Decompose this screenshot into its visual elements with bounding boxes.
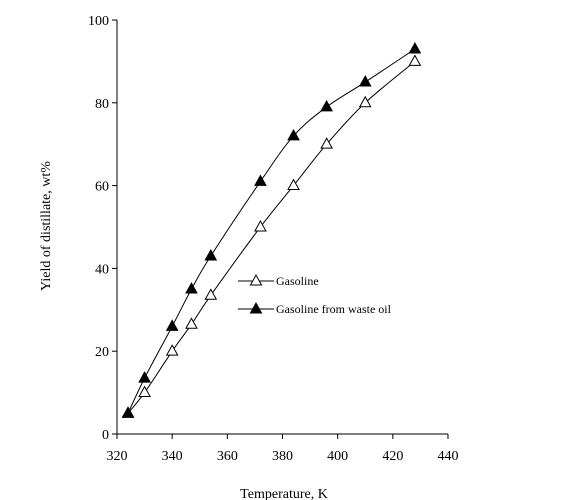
y-tick-label: 40 (95, 262, 109, 277)
markers (121, 42, 422, 418)
data-point-filled-triangle (358, 75, 372, 87)
data-point-open-triangle (287, 178, 300, 191)
legend-open-triangle-marker (249, 274, 263, 286)
data-point-filled-triangle (287, 128, 300, 141)
data-point-open-triangle (358, 95, 372, 108)
x-axis-label: Temperature, K (240, 487, 328, 500)
data-point-open-triangle (185, 317, 198, 329)
legend-label: Gasoline from waste oil (276, 302, 392, 316)
series-lines (127, 48, 416, 414)
data-point-filled-triangle (254, 174, 267, 186)
data-point-filled-triangle (138, 371, 151, 383)
x-tick-label: 400 (327, 449, 348, 464)
data-point-open-triangle (165, 344, 179, 356)
data-point-filled-triangle (408, 42, 422, 54)
data-point-filled-triangle (165, 319, 179, 331)
ticks: 0 20 40 60 80 100 320 340 360 380 400 420 440 (88, 14, 459, 464)
x-tick-label: 420 (382, 449, 403, 464)
legend-label: Gasoline (276, 274, 319, 288)
y-tick-label: 60 (95, 180, 109, 195)
x-tick-label: 340 (162, 449, 183, 464)
data-point-open-triangle (254, 220, 267, 232)
legend: Gasoline Gasoline from waste oil (238, 274, 392, 316)
y-axis-label: Yield of distillate, wt% (39, 161, 54, 291)
y-tick-label: 80 (95, 97, 109, 112)
x-tick-label: 320 (107, 449, 128, 464)
x-tick-label: 440 (438, 449, 459, 464)
data-point-filled-triangle (121, 406, 135, 418)
data-point-filled-triangle (185, 282, 198, 294)
y-tick-label: 100 (88, 14, 109, 29)
data-point-open-triangle (204, 288, 218, 300)
data-point-filled-triangle (204, 249, 218, 261)
series-line-gasoline-from-waste-oil (127, 48, 416, 414)
data-point-filled-triangle (320, 99, 333, 112)
data-point-open-triangle (320, 137, 333, 149)
data-point-open-triangle (138, 385, 151, 398)
y-tick-label: 20 (95, 345, 109, 360)
x-tick-label: 360 (217, 449, 238, 464)
x-tick-label: 380 (272, 449, 293, 464)
y-tick-label: 0 (102, 428, 109, 443)
series-line-gasoline (127, 61, 416, 414)
axes (116, 20, 448, 435)
legend-filled-triangle-marker (249, 302, 263, 314)
data-point-open-triangle (408, 54, 422, 66)
